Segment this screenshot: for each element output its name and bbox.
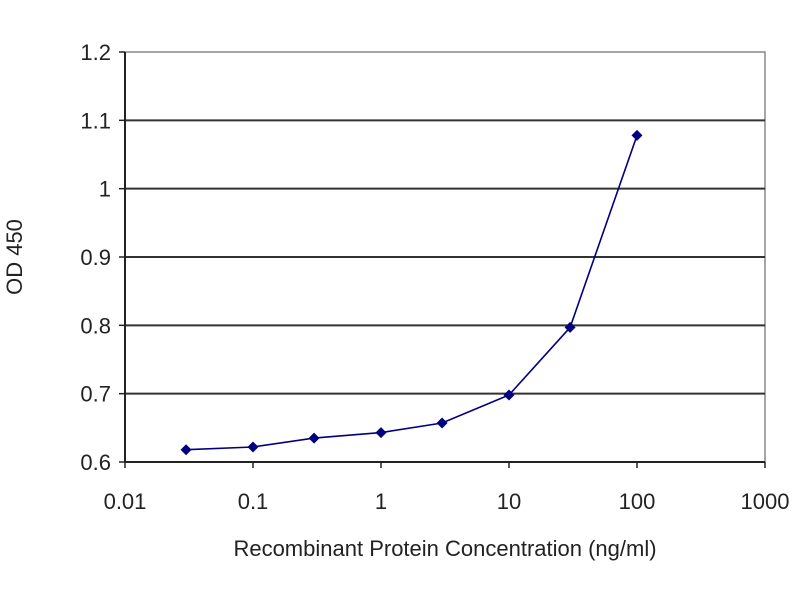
- y-tick-label: 1: [99, 177, 111, 202]
- x-axis-title: Recombinant Protein Concentration (ng/ml…: [233, 536, 656, 561]
- y-tick-labels: 0.6 0.7 0.8 0.9 1 1.1 1.2: [80, 40, 125, 475]
- x-tick-label: 1: [375, 489, 387, 514]
- x-tick-label: 100: [619, 489, 656, 514]
- x-tick-label: 10: [497, 489, 521, 514]
- y-tick-label: 0.7: [80, 382, 111, 407]
- data-point-marker: [180, 444, 192, 456]
- data-point-marker: [308, 432, 320, 444]
- y-tick-label: 1.2: [80, 40, 111, 65]
- y-axis-title: OD 450: [2, 219, 27, 295]
- x-tick-label: 0.1: [238, 489, 269, 514]
- y-tick-label: 1.1: [80, 108, 111, 133]
- x-tick-labels: 0.01 0.1 1 10 100 1000: [104, 462, 790, 514]
- y-tick-label: 0.9: [80, 245, 111, 270]
- data-point-marker: [247, 441, 259, 453]
- data-point-marker: [503, 389, 515, 401]
- grid-lines: [125, 119, 765, 395]
- x-tick-label: 0.01: [104, 489, 147, 514]
- data-point-marker: [564, 321, 576, 333]
- data-point-marker: [631, 129, 643, 141]
- y-tick-label: 0.6: [80, 450, 111, 475]
- series-line: [186, 135, 638, 451]
- x-tick-label: 1000: [741, 489, 790, 514]
- y-tick-label: 0.8: [80, 313, 111, 338]
- data-points: [180, 129, 643, 456]
- data-point-marker: [375, 427, 387, 439]
- data-point-marker: [436, 417, 448, 429]
- series-polyline: [186, 135, 638, 451]
